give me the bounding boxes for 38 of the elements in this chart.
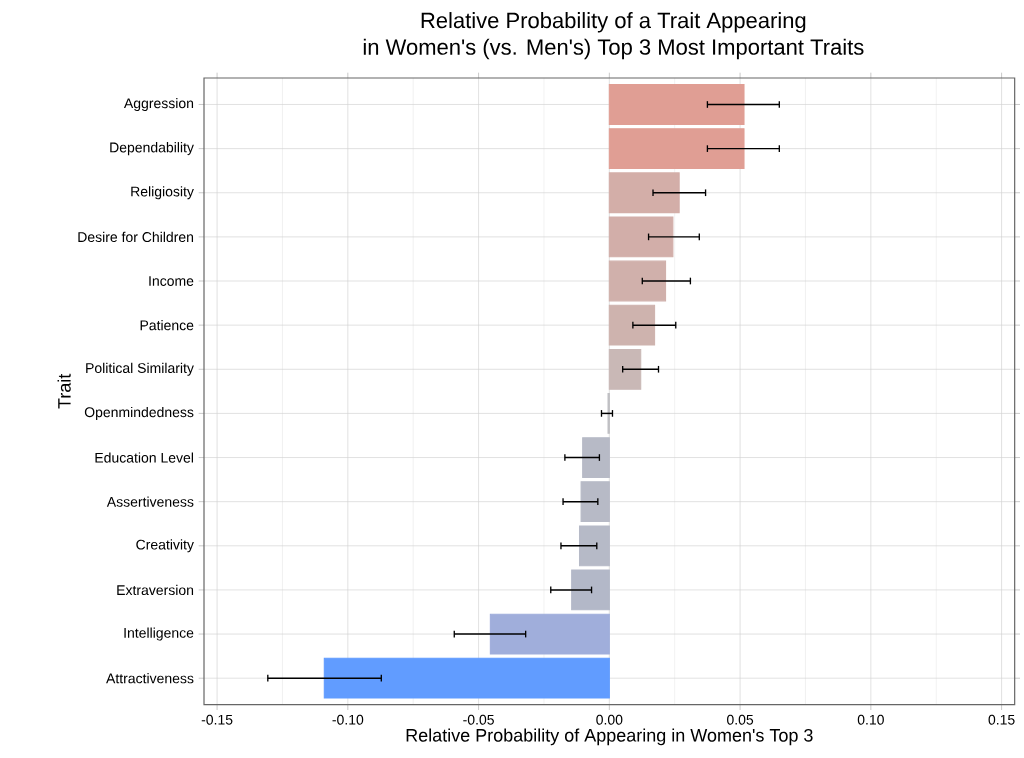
chart-subtitle: in Women's (vs. Men's) Top 3 Most Important Traits <box>363 38 864 60</box>
bar <box>608 348 642 390</box>
x-tick-label: 0.05 <box>727 714 754 725</box>
bar <box>323 657 610 699</box>
chart-title: Relative Probability of a Trait Appearing <box>421 12 806 33</box>
bar <box>571 569 610 611</box>
y-tick-label: Desire for Children <box>78 231 194 243</box>
y-tick-label: Extraversion <box>117 584 194 596</box>
x-tick-label: -0.10 <box>332 714 364 725</box>
y-tick-label: Attractiveness <box>106 673 194 684</box>
y-tick-label: Dependability <box>110 142 194 156</box>
x-tick-label: 0.10 <box>857 714 884 725</box>
bar <box>608 216 674 258</box>
bar <box>608 84 745 125</box>
bar <box>608 260 667 302</box>
y-tick-label: Political Similarity <box>86 362 194 376</box>
y-tick-label: Intelligence <box>124 627 194 641</box>
bar <box>608 128 745 170</box>
y-tick-label: Income <box>149 276 194 286</box>
y-axis-title: Trait <box>57 373 71 409</box>
y-tick-label: Aggression <box>123 97 194 112</box>
y-tick-label: Religiosity <box>131 186 194 200</box>
x-tick-label: -0.05 <box>463 714 494 725</box>
bar <box>489 613 610 655</box>
y-tick-label: Patience <box>140 320 194 331</box>
y-tick-label: Education Level <box>95 452 193 463</box>
bar <box>608 304 656 346</box>
y-tick-label: Creativity <box>136 539 194 553</box>
x-tick-label: -0.15 <box>201 714 233 725</box>
y-tick-label: Openmindedness <box>84 406 194 420</box>
x-tick-label: 0.00 <box>596 714 623 725</box>
bar <box>578 525 610 567</box>
bar <box>608 172 680 214</box>
x-tick-label: 0.15 <box>988 714 1015 725</box>
y-tick-label: Assertiveness <box>106 496 194 507</box>
bar <box>582 437 610 478</box>
x-axis-title: Relative Probability of Appearing in Women's Top 3 <box>406 728 813 746</box>
bar <box>580 481 610 523</box>
